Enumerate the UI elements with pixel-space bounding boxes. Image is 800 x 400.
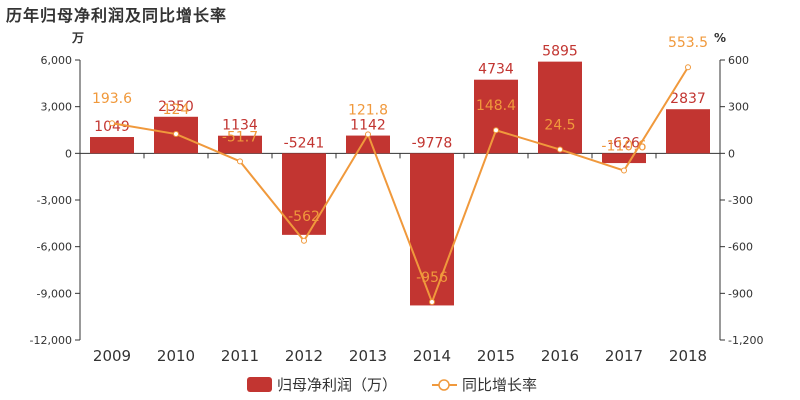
bar-value-label: -9778 xyxy=(412,135,453,151)
line-point xyxy=(237,158,243,165)
bar xyxy=(218,135,262,154)
y-left-tick-label: -3,000 xyxy=(37,194,72,207)
bar xyxy=(90,137,134,154)
line-value-label: 148.4 xyxy=(476,98,516,114)
y-left-tick-label: -12,000 xyxy=(30,334,72,347)
line-point xyxy=(557,146,563,153)
line-point xyxy=(621,167,627,174)
line-value-label: 193.6 xyxy=(92,91,132,107)
line-value-label: -562 xyxy=(288,209,320,225)
x-tick-label: 2013 xyxy=(349,347,387,365)
bar-value-label: -5241 xyxy=(284,135,325,151)
line-value-label: -51.7 xyxy=(222,129,258,145)
bar-value-label: 2837 xyxy=(670,91,706,107)
bar-value-label: 1142 xyxy=(350,118,386,134)
y-right-tick-label: -900 xyxy=(728,287,753,300)
line-value-label: 121.8 xyxy=(348,102,388,118)
chart-title: 历年归母净利润及同比增长率 xyxy=(6,6,228,25)
x-tick-label: 2011 xyxy=(221,347,259,365)
y-right-tick-label: -300 xyxy=(728,194,753,207)
legend-bar-label: 归母净利润（万） xyxy=(277,376,397,394)
bar-value-label: 2350 xyxy=(158,99,194,115)
y-right-tick-label: -1,200 xyxy=(728,334,763,347)
x-tick-label: 2017 xyxy=(605,347,643,365)
legend-line-marker xyxy=(438,379,450,391)
bar xyxy=(602,153,646,164)
x-tick-label: 2015 xyxy=(477,347,515,365)
line-value-label: 553.5 xyxy=(668,35,708,51)
y-right-tick-label: 300 xyxy=(728,101,749,114)
line-value-label: 24.5 xyxy=(544,118,575,134)
line-value-label: -956 xyxy=(416,270,448,286)
y-right-unit: % xyxy=(714,31,726,45)
x-tick-label: 2014 xyxy=(413,347,451,365)
bar-value-label: 4734 xyxy=(478,62,514,78)
y-right-tick-label: -600 xyxy=(728,241,753,254)
line-point xyxy=(429,299,435,306)
bar-value-label: 1049 xyxy=(94,119,130,135)
line-value-label: 124 xyxy=(163,102,190,118)
bar xyxy=(538,61,582,154)
y-right-tick-label: 0 xyxy=(728,147,735,160)
y-left-tick-label: -6,000 xyxy=(37,241,72,254)
x-tick-label: 2012 xyxy=(285,347,323,365)
line-value-label: -110.6 xyxy=(601,139,646,155)
y-left-tick-label: 6,000 xyxy=(41,54,73,67)
y-left-unit: 万 xyxy=(71,31,84,45)
bar-value-label: 5895 xyxy=(542,44,578,60)
y-right-tick-label: 600 xyxy=(728,54,749,67)
bar-value-label: -626 xyxy=(608,135,640,151)
line-point xyxy=(493,127,499,134)
line-point xyxy=(301,237,307,244)
line-series xyxy=(111,66,689,305)
x-tick-label: 2010 xyxy=(157,347,195,365)
bar-value-label: 1134 xyxy=(222,118,258,134)
x-tick-label: 2016 xyxy=(541,347,579,365)
line-point xyxy=(685,64,691,71)
y-left-tick-label: -9,000 xyxy=(37,287,72,300)
legend-bar-swatch xyxy=(247,377,272,392)
y-left-tick-label: 0 xyxy=(65,147,72,160)
line-point xyxy=(109,120,115,127)
legend-line-label: 同比增长率 xyxy=(462,376,537,394)
x-tick-label: 2009 xyxy=(93,347,131,365)
bar xyxy=(346,135,390,154)
bar xyxy=(666,109,710,154)
bar xyxy=(474,79,518,154)
x-tick-label: 2018 xyxy=(669,347,707,365)
y-left-tick-label: 3,000 xyxy=(41,101,73,114)
line-point xyxy=(173,131,179,138)
line-point xyxy=(365,131,371,138)
bar xyxy=(410,153,454,306)
